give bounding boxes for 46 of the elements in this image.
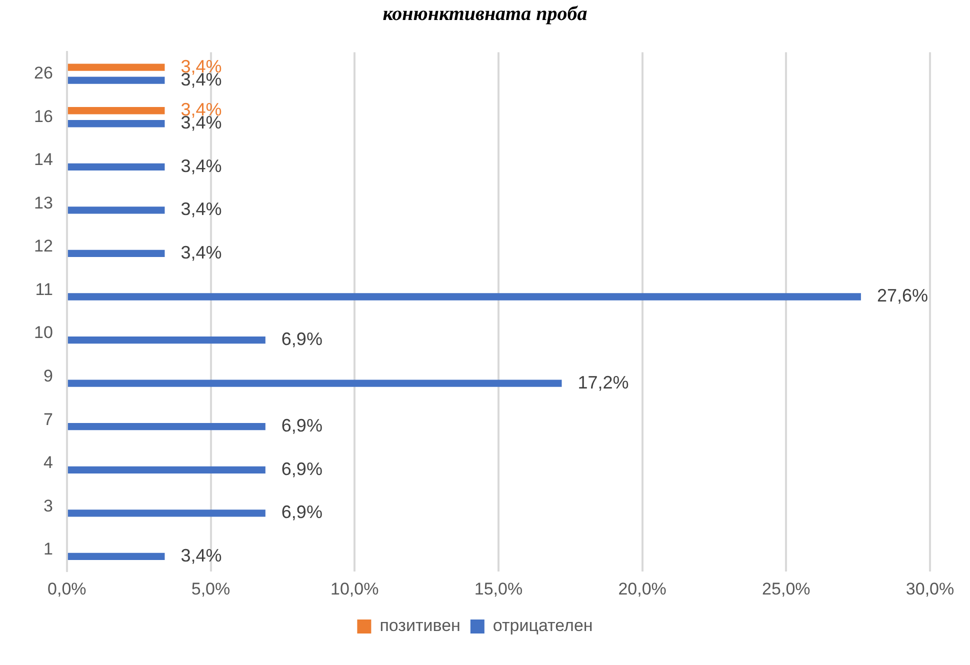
- y-tick-label: 3: [43, 496, 53, 516]
- data-label: 3,4%: [180, 545, 222, 566]
- x-tick-label: 0,0%: [48, 579, 86, 598]
- x-tick-label: 15,0%: [474, 579, 523, 598]
- y-tick-label: 14: [34, 150, 53, 170]
- legend-label: отрицателен: [492, 616, 593, 636]
- bar: [68, 466, 266, 474]
- data-label: 6,9%: [281, 329, 322, 350]
- bar: [68, 336, 266, 344]
- y-tick-label: 7: [43, 410, 53, 429]
- data-label: 3,4%: [180, 199, 222, 220]
- y-tick-label: 16: [34, 106, 53, 126]
- bar: [68, 423, 266, 430]
- x-tick-label: 30,0%: [906, 579, 954, 598]
- bar: [68, 163, 165, 170]
- data-label: 6,9%: [281, 502, 322, 522]
- y-tick-label: 11: [35, 280, 53, 299]
- y-tick-label: 9: [43, 366, 53, 386]
- data-label: 17,2%: [578, 372, 629, 392]
- bar: [68, 250, 165, 258]
- x-tick-label: 20,0%: [618, 579, 666, 598]
- bar: [68, 380, 562, 387]
- data-label: 27,6%: [876, 286, 928, 306]
- y-tick-label: 12: [34, 236, 53, 256]
- bar: [68, 76, 165, 84]
- y-tick-label: 13: [34, 193, 53, 212]
- bar: [68, 206, 165, 214]
- bar: [68, 107, 165, 114]
- data-label: 3,4%: [180, 156, 222, 176]
- legend-label: позитивен: [380, 616, 460, 636]
- data-label: 6,9%: [281, 458, 322, 479]
- bar: [68, 510, 266, 517]
- y-tick-label: 1: [43, 540, 53, 559]
- bar: [68, 120, 165, 128]
- x-tick-label: 10,0%: [330, 579, 379, 598]
- data-label: 6,9%: [281, 416, 322, 436]
- bar: [68, 64, 165, 71]
- x-tick-label: 5,0%: [191, 579, 230, 598]
- x-tick-label: 25,0%: [762, 579, 810, 598]
- bar: [68, 293, 861, 300]
- chart-title: конюнктивната проба: [382, 2, 588, 27]
- bar: [68, 552, 165, 560]
- y-tick-label: 4: [43, 453, 53, 472]
- data-label: 3,4%: [180, 242, 222, 262]
- y-tick-label: 10: [34, 323, 53, 342]
- y-tick-label: 26: [34, 64, 53, 83]
